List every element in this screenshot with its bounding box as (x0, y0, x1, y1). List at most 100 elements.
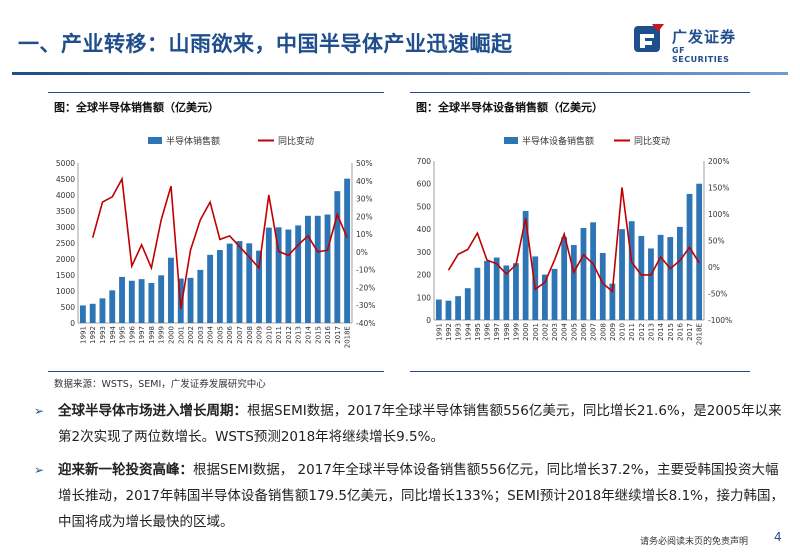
y-left-tick-label: 500 (417, 202, 432, 211)
x-tick-label: 1992 (445, 323, 453, 341)
x-tick-label: 2016 (676, 322, 684, 340)
bar-1997 (493, 257, 500, 320)
logo-text-en: GF SECURITIES (672, 46, 730, 64)
y-left-tick-label: 0 (426, 316, 431, 325)
x-tick-label: 2003 (551, 323, 559, 341)
bar-2004 (207, 254, 214, 323)
x-tick-label: 1998 (148, 326, 156, 344)
bar-2013 (295, 225, 302, 323)
chart-panel-semiconductor-sales: 图：全球半导体销售额（亿美元） 半导体销售额 同比变动 0 500 1000 1500 20… (48, 92, 384, 372)
x-tick-label: 2013 (295, 326, 303, 344)
x-tick-label: 2004 (207, 325, 215, 343)
y-right-tick-label: 150% (708, 184, 729, 193)
x-tick-label: 2011 (628, 323, 636, 341)
x-tick-label: 1996 (128, 325, 136, 343)
bar-2000 (168, 257, 174, 323)
y-right-tick-label: 20% (356, 212, 373, 221)
x-tick-label: 2001 (177, 326, 185, 344)
bar-1998 (503, 265, 510, 320)
bar-2011 (275, 227, 282, 323)
y-left-tick-label: 500 (61, 303, 76, 312)
bullet-body: 根据SEMI数据， 2017年全球半导体设备销售额556亿元，同比增长37.2%… (58, 462, 784, 530)
bar-1995 (119, 276, 125, 323)
x-tick-label: 1994 (109, 325, 117, 343)
y-right-tick-label: -50% (708, 290, 727, 299)
x-tick-label: 2007 (236, 326, 244, 344)
y-right-tick-label: 200% (708, 157, 729, 166)
disclaimer-note: 请务必阅读末页的免责声明 (640, 537, 749, 547)
x-tick-label: 2015 (667, 323, 675, 341)
y-left-tick-label: 100 (417, 293, 432, 302)
x-tick-label: 2010 (265, 326, 273, 344)
x-tick-label: 2005 (216, 326, 224, 344)
x-tick-label: 2008 (599, 323, 607, 341)
y-left-tick-label: 400 (417, 225, 432, 234)
bar-1996 (128, 280, 135, 323)
x-tick-label: 1993 (99, 326, 107, 344)
bar-2008 (599, 252, 606, 320)
bar-2012 (285, 229, 292, 323)
bar-2009 (609, 283, 616, 320)
bar-2010 (265, 227, 272, 323)
bar-2009 (256, 250, 262, 323)
arrow-bullet-icon: ➢ (34, 463, 45, 477)
bar-1994 (109, 290, 116, 323)
x-tick-label: 2018E (344, 326, 352, 348)
x-tick-label: 2014 (304, 325, 312, 343)
data-source-note: 数据来源：WSTS，SEMI，广发证券发展研究中心 (54, 379, 266, 390)
y-left-tick-label: 4500 (56, 175, 75, 184)
chart-title-semiconductor-sales: 图：全球半导体销售额（亿美元） (54, 101, 219, 114)
y-right-tick-label: 10% (356, 230, 373, 239)
bar-2005 (570, 245, 577, 320)
bar-2013 (648, 248, 654, 320)
y-left-tick-label: 2500 (56, 239, 75, 248)
bar-2015 (667, 237, 674, 320)
x-tick-label: 1991 (79, 326, 87, 344)
y-left-tick-label: 600 (417, 180, 432, 189)
x-tick-label: 2014 (657, 322, 665, 340)
company-logo: 广发证券 GF SECURITIES (632, 18, 742, 64)
x-tick-label: 2005 (570, 323, 578, 341)
bar-2012 (638, 235, 645, 320)
x-tick-label: 2006 (580, 322, 588, 340)
bar-2017 (686, 193, 693, 320)
bar-2003 (551, 268, 558, 320)
bar-1991 (435, 299, 442, 320)
x-tick-label: 1997 (138, 326, 146, 344)
series-line-yoy (91, 176, 348, 309)
bar-1995 (474, 267, 481, 320)
bar-2002 (187, 277, 194, 323)
legend-label-bar: 半导体销售额 (166, 135, 220, 147)
y-right-tick-label: 30% (356, 195, 373, 204)
bullet-text: 迎来新一轮投资高峰：根据SEMI数据， 2017年全球半导体设备销售额556亿元… (58, 457, 788, 535)
x-tick-label: 2017 (334, 326, 342, 344)
bar-2016 (324, 214, 331, 323)
bar-2017 (334, 191, 341, 323)
bullet-heading: 迎来新一轮投资高峰： (58, 462, 193, 478)
x-tick-label: 1994 (464, 322, 472, 340)
y-left-tick-label: 3500 (56, 207, 75, 216)
bar-2011 (628, 221, 635, 320)
bar-2015 (314, 215, 321, 323)
bar-2014 (657, 234, 664, 320)
bar-1999 (513, 263, 519, 320)
x-tick-label: 1993 (455, 323, 463, 341)
x-tick-label: 1996 (484, 322, 492, 340)
x-tick-label: 2003 (197, 326, 205, 344)
y-left-tick-label: 700 (417, 157, 432, 166)
chart-semiconductor-sales: 半导体销售额 同比变动 0 500 1000 1500 2000 2500 3000 3500 40… (56, 135, 375, 348)
x-tick-label: 1995 (119, 326, 127, 344)
x-tick-label: 2001 (532, 323, 540, 341)
chart-panel-equipment-sales: 图：全球半导体设备销售额（亿美元） 半导体设备销售额 同比变动 0 100 200 300… (410, 92, 750, 372)
x-tick-label: 2002 (541, 323, 549, 341)
bar-2008 (246, 243, 253, 323)
x-tick-label: 2012 (638, 323, 646, 341)
arrow-bullet-icon: ➢ (34, 404, 45, 418)
page-number: 4 (774, 530, 782, 544)
x-tick-label: 1992 (89, 326, 97, 344)
bar-2006 (580, 228, 587, 320)
bar-1993 (455, 296, 461, 320)
bar-2003 (197, 269, 204, 323)
logo-text-cn: 广发证券 (672, 28, 737, 46)
y-right-tick-label: -20% (356, 283, 375, 292)
